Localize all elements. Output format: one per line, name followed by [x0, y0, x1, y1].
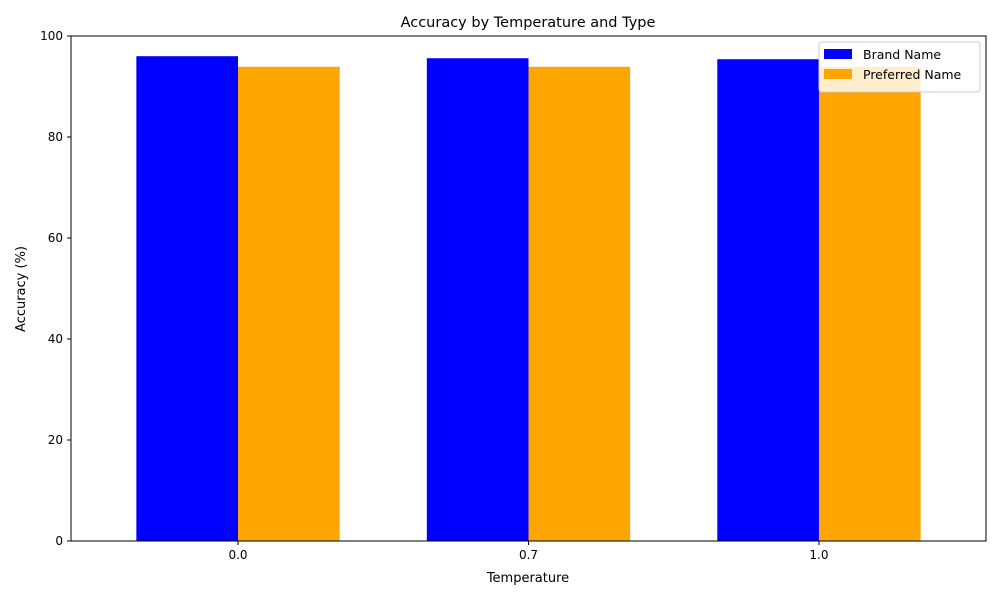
y-tick-label: 80 — [48, 130, 63, 144]
y-tick-label: 100 — [40, 29, 63, 43]
legend-label: Preferred Name — [863, 67, 962, 82]
x-tick-label: 1.0 — [809, 548, 828, 562]
legend-swatch — [824, 49, 852, 59]
bar-brand-name-1.0 — [717, 59, 819, 541]
legend-swatch — [824, 69, 852, 79]
bar-preferred-name-1.0 — [818, 66, 921, 542]
y-tick-label: 20 — [48, 433, 63, 447]
x-tick-label: 0.7 — [519, 548, 538, 562]
ticks-layer: 0.0 0.7 1.0 0 20 40 60 80 100 — [40, 29, 828, 562]
legend-box — [818, 41, 981, 93]
bar-brand-name-0.0 — [136, 56, 239, 541]
bar-preferred-name-0.0 — [238, 66, 340, 542]
legend: Brand Name Preferred Name — [818, 41, 981, 93]
bars-layer — [136, 56, 921, 542]
y-tick-label: 0 — [55, 534, 63, 548]
x-tick-label: 0.0 — [228, 548, 247, 562]
legend-label: Brand Name — [863, 47, 941, 62]
bar-preferred-name-0.7 — [528, 66, 631, 542]
y-tick-label: 60 — [48, 231, 63, 245]
bar-brand-name-0.7 — [426, 58, 529, 541]
x-axis-label: Temperature — [486, 571, 569, 586]
chart-title: Accuracy by Temperature and Type — [401, 15, 656, 31]
y-tick-label: 40 — [48, 332, 63, 346]
y-axis-label: Accuracy (%) — [14, 246, 29, 332]
